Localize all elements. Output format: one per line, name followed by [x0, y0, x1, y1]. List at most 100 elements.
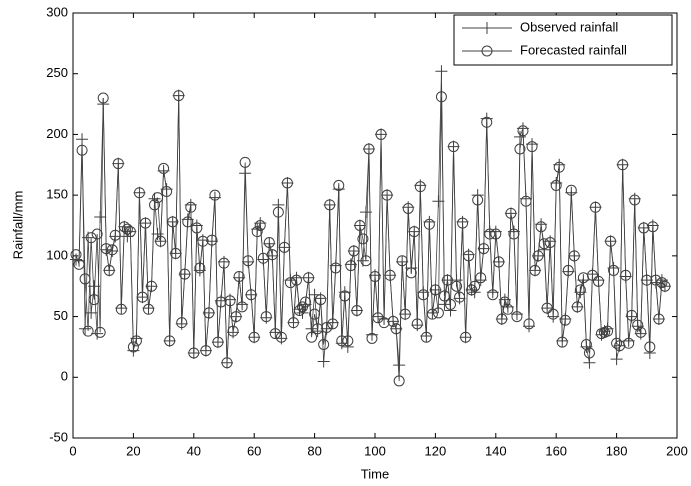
point-marker [375, 128, 387, 140]
point-marker [535, 221, 547, 233]
x-tick-label: 20 [126, 443, 140, 458]
point-marker [562, 264, 574, 276]
point-marker [478, 243, 490, 255]
point-marker [278, 241, 290, 253]
point-marker [586, 269, 598, 281]
point-marker [629, 194, 641, 206]
x-tick-label: 0 [69, 443, 76, 458]
point-marker [513, 130, 526, 143]
point-marker [457, 217, 469, 229]
point-marker [426, 308, 438, 320]
point-marker [85, 232, 97, 244]
point-marker [529, 264, 541, 276]
point-marker [121, 223, 133, 235]
point-marker [79, 273, 91, 285]
point-marker [272, 198, 285, 211]
point-marker [209, 189, 221, 201]
point-marker [393, 375, 405, 387]
point-marker [444, 304, 457, 317]
point-marker [571, 301, 583, 313]
point-marker [164, 335, 176, 347]
point-marker [88, 294, 100, 306]
point-marker [472, 194, 484, 206]
point-marker [194, 262, 206, 274]
point-marker [378, 317, 390, 329]
point-marker [263, 237, 275, 248]
point-marker [191, 222, 203, 234]
point-marker [441, 274, 453, 286]
point-marker [260, 311, 272, 323]
point-marker [487, 289, 499, 301]
point-marker [91, 228, 103, 240]
point-marker [309, 308, 321, 320]
point-marker [317, 355, 330, 368]
x-tick-label: 200 [666, 443, 688, 458]
point-marker [541, 302, 553, 314]
point-marker [641, 274, 653, 286]
point-marker [656, 277, 668, 289]
point-marker [360, 255, 372, 267]
point-marker [517, 125, 529, 137]
point-marker [341, 340, 354, 353]
point-marker [475, 272, 487, 284]
point-marker [345, 260, 357, 272]
point-marker [124, 226, 136, 238]
point-marker [490, 228, 502, 240]
point-marker [148, 192, 161, 205]
point-marker [605, 235, 617, 247]
point-marker [408, 226, 420, 238]
point-marker [300, 296, 312, 308]
point-marker [227, 325, 239, 337]
point-marker [435, 91, 447, 103]
legend: Observed rainfall Forecasted rainfall [453, 14, 673, 66]
point-marker [221, 357, 233, 369]
point-marker [176, 317, 188, 329]
point-marker [432, 307, 444, 319]
point-marker [143, 303, 154, 315]
point-marker [94, 211, 107, 223]
point-marker [565, 184, 577, 196]
point-marker [643, 347, 656, 359]
point-marker [185, 201, 197, 213]
point-marker [200, 345, 212, 357]
point-marker [155, 235, 167, 247]
point-marker [296, 306, 309, 319]
point-marker [463, 250, 475, 262]
point-marker [158, 162, 170, 174]
point-marker [429, 284, 441, 296]
point-marker [435, 65, 448, 78]
point-marker [336, 335, 348, 347]
point-marker [188, 347, 200, 359]
point-marker [106, 244, 118, 256]
point-marker [484, 228, 496, 240]
point-marker [133, 187, 145, 199]
point-marker [644, 341, 656, 353]
y-tick-label: 50 [54, 308, 68, 323]
point-marker [245, 289, 257, 301]
point-marker [369, 271, 381, 282]
point-marker [620, 269, 632, 281]
point-marker [170, 247, 182, 259]
point-marker [420, 331, 432, 343]
point-marker [182, 216, 194, 228]
point-marker [103, 264, 115, 276]
x-tick-label: 100 [364, 443, 386, 458]
point-marker [460, 331, 472, 343]
point-marker [499, 296, 511, 308]
point-marker [384, 269, 396, 281]
point-marker [583, 356, 596, 369]
point-marker [550, 179, 562, 191]
point-marker [230, 311, 242, 323]
point-marker [448, 141, 460, 153]
point-marker [556, 336, 568, 348]
point-marker [115, 303, 127, 315]
point-marker [112, 158, 124, 170]
point-marker [312, 323, 324, 335]
point-marker [281, 177, 293, 189]
point-marker [136, 291, 148, 303]
point-marker [97, 92, 109, 104]
point-marker [610, 353, 623, 366]
point-marker [197, 235, 209, 247]
point-marker [423, 218, 435, 230]
